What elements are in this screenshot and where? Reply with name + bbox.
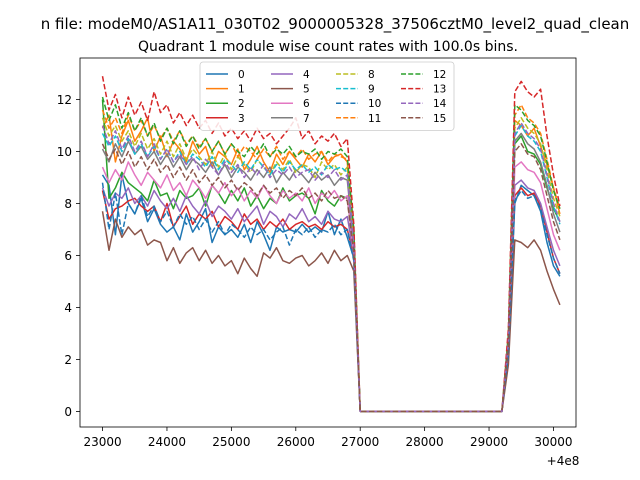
legend-label-13: 13 <box>433 84 446 96</box>
chart-title: Quadrant 1 module wise count rates with … <box>138 39 518 55</box>
x-tick-label: 24000 <box>148 435 186 449</box>
legend-label-0: 0 <box>238 69 245 81</box>
series-line-0 <box>101 174 561 413</box>
series-layer <box>101 76 561 413</box>
y-tick-label: 8 <box>64 197 72 211</box>
y-tick-label: 4 <box>64 301 72 315</box>
legend-label-7: 7 <box>303 113 310 125</box>
series-line-6 <box>101 161 561 413</box>
legend-label-4: 4 <box>303 69 310 81</box>
series-line-15 <box>101 143 561 413</box>
legend-label-10: 10 <box>368 98 381 110</box>
series-line-12 <box>101 96 561 413</box>
y-tick-label: 6 <box>64 249 72 263</box>
series-line-4 <box>101 179 561 413</box>
legend-label-14: 14 <box>433 98 447 110</box>
legend-label-6: 6 <box>303 98 310 110</box>
figure-suptitle: n file: modeM0/AS1A11_030T02_9000005328_… <box>41 15 630 34</box>
legend-label-2: 2 <box>238 98 245 110</box>
legend-label-12: 12 <box>433 69 446 81</box>
y-tick-label: 10 <box>57 145 72 159</box>
x-tick-label: 28000 <box>406 435 444 449</box>
plot-area: 23000 24000 25000 26000 27000 28000 29000 30000… <box>57 57 580 468</box>
x-tick-label: 23000 <box>83 435 121 449</box>
y-tick-label: 12 <box>57 93 72 107</box>
x-tick-label: 25000 <box>212 435 250 449</box>
legend-label-9: 9 <box>368 84 375 96</box>
y-tick-label: 0 <box>64 405 72 419</box>
x-tick-label: 29000 <box>470 435 508 449</box>
series-line-5 <box>101 211 561 413</box>
x-tick-label: 30000 <box>534 435 572 449</box>
legend-box <box>199 61 455 131</box>
axes-frame <box>79 57 577 428</box>
legend-label-3: 3 <box>238 113 245 125</box>
x-offset-label: +4e8 <box>547 454 580 468</box>
x-axis: 23000 24000 25000 26000 27000 28000 29000 30000 <box>83 427 573 449</box>
y-axis: 0 2 4 6 8 10 12 <box>57 93 80 419</box>
series-line-14 <box>101 122 561 413</box>
legend-label-5: 5 <box>303 84 310 96</box>
x-tick-label: 26000 <box>277 435 315 449</box>
legend-label-1: 1 <box>238 84 245 96</box>
series-line-7 <box>101 132 561 413</box>
x-tick-label: 27000 <box>341 435 379 449</box>
legend-label-15: 15 <box>433 113 446 125</box>
series-line-1 <box>101 114 561 413</box>
legend-label-8: 8 <box>368 69 375 81</box>
series-line-9 <box>101 124 561 413</box>
legend-label-11: 11 <box>368 113 381 125</box>
y-tick-label: 2 <box>64 353 72 367</box>
